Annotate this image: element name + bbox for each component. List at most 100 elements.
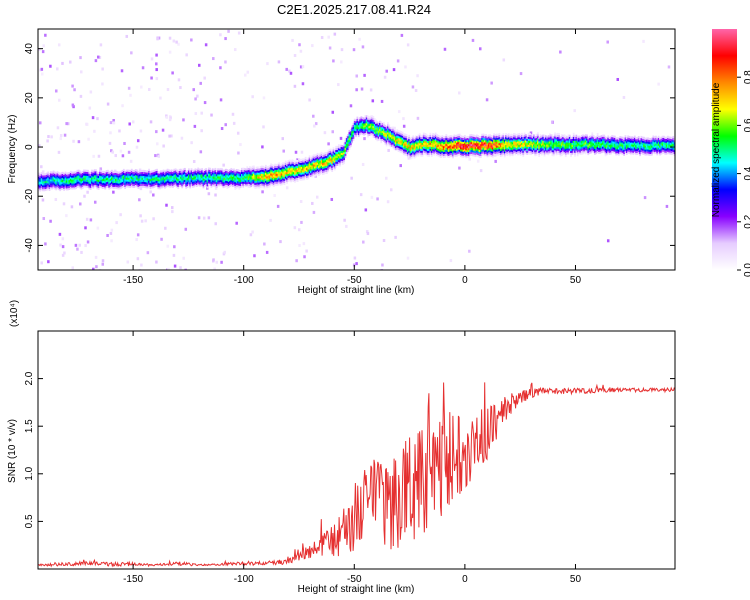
heatmap-cell (463, 135, 466, 138)
heatmap-speckle (212, 57, 215, 61)
heatmap-cell (77, 185, 80, 188)
heatmap-cell (246, 170, 249, 173)
heatmap-cell (613, 147, 616, 150)
heatmap-cell (450, 150, 453, 154)
heatmap-cell (194, 182, 197, 185)
heatmap-cell (575, 144, 578, 147)
heatmap-cell (185, 186, 188, 189)
heatmap-cell (260, 171, 263, 174)
heatmap-cell (596, 136, 599, 140)
heatmap-speckle (146, 251, 150, 255)
heatmap-cell (92, 182, 95, 185)
heatmap-cell (134, 180, 137, 184)
heatmap-cell (502, 142, 505, 146)
heatmap-cell (432, 148, 434, 152)
heatmap-cell (649, 147, 652, 151)
heatmap-cell (433, 153, 436, 156)
heatmap-cell (168, 175, 170, 178)
heatmap-cell (437, 154, 440, 157)
heatmap-cell (647, 153, 649, 156)
heatmap-cell (304, 176, 307, 179)
heatmap-cell (219, 183, 222, 187)
heatmap-cell (499, 154, 502, 157)
heatmap-cell (348, 139, 351, 143)
heatmap-cell (165, 185, 168, 188)
heatmap-cell (245, 176, 247, 179)
heatmap-cell (536, 134, 539, 137)
heatmap-cell (544, 141, 547, 144)
heatmap-cell (279, 165, 282, 168)
heatmap-cell (144, 183, 146, 186)
heatmap-cell (294, 180, 296, 183)
heatmap-cell (339, 152, 342, 155)
heatmap-cell (368, 120, 371, 123)
heatmap-cell (271, 183, 274, 187)
heatmap-cell (190, 168, 193, 171)
heatmap-cell (339, 148, 342, 151)
heatmap-cell (555, 137, 558, 140)
heatmap-cell (324, 167, 327, 170)
heatmap-cell (202, 182, 205, 185)
heatmap-cell (563, 140, 566, 143)
heatmap-speckle (79, 94, 83, 98)
heatmap-cell (210, 185, 213, 188)
heatmap-cell (226, 176, 229, 180)
heatmap-cell (344, 145, 347, 148)
heatmap-cell (107, 177, 109, 180)
heatmap-cell (564, 150, 567, 154)
heatmap-cell (260, 169, 263, 172)
heatmap-cell (363, 131, 365, 134)
heatmap-cell (329, 148, 332, 151)
heatmap-cell (424, 142, 426, 145)
heatmap-cell (572, 132, 575, 135)
heatmap-cell (56, 177, 59, 180)
heatmap-cell (536, 138, 539, 141)
heatmap-cell (146, 174, 149, 177)
heatmap-speckle (397, 110, 401, 114)
heatmap-cell (112, 178, 115, 182)
heatmap-speckle (231, 112, 235, 116)
heatmap-cell (649, 141, 652, 145)
heatmap-cell (424, 138, 426, 142)
heatmap-cell (296, 167, 299, 171)
heatmap-speckle (173, 245, 176, 249)
heatmap-cell (558, 137, 561, 140)
heatmap-cell (637, 151, 640, 155)
heatmap-speckle (156, 37, 159, 41)
heatmap-cell (173, 184, 176, 187)
heatmap-cell (465, 152, 468, 155)
heatmap-cell (343, 144, 346, 147)
heatmap-cell (69, 184, 72, 187)
heatmap-cell (340, 158, 343, 161)
heatmap-cell (371, 128, 373, 132)
heatmap-cell (40, 172, 43, 175)
heatmap-cell (356, 124, 359, 127)
heatmap-cell (619, 136, 622, 139)
heatmap-cell (292, 167, 295, 171)
heatmap-cell (368, 123, 371, 127)
heatmap-cell (205, 172, 208, 175)
heatmap-cell (644, 151, 647, 154)
heatmap-cell (76, 181, 79, 184)
heatmap-cell (501, 142, 503, 145)
heatmap-cell (329, 152, 332, 155)
heatmap-cell (44, 175, 47, 178)
heatmap-cell (71, 171, 73, 174)
heatmap-speckle (266, 62, 269, 66)
heatmap-cell (120, 180, 123, 183)
heatmap-cell (274, 177, 277, 180)
heatmap-cell (105, 170, 108, 173)
heatmap-cell (571, 150, 574, 153)
heatmap-speckle (106, 102, 110, 106)
heatmap-cell (429, 140, 432, 143)
heatmap-cell (193, 177, 196, 180)
heatmap-cell (77, 171, 80, 174)
heatmap-cell (486, 137, 489, 140)
heatmap-cell (177, 182, 180, 185)
heatmap-cell (460, 135, 462, 138)
heatmap-speckle (173, 264, 177, 268)
heatmap-cell (462, 143, 465, 146)
heatmap-cell (87, 185, 89, 188)
heatmap-cell (306, 177, 308, 180)
heatmap-cell (383, 133, 385, 137)
